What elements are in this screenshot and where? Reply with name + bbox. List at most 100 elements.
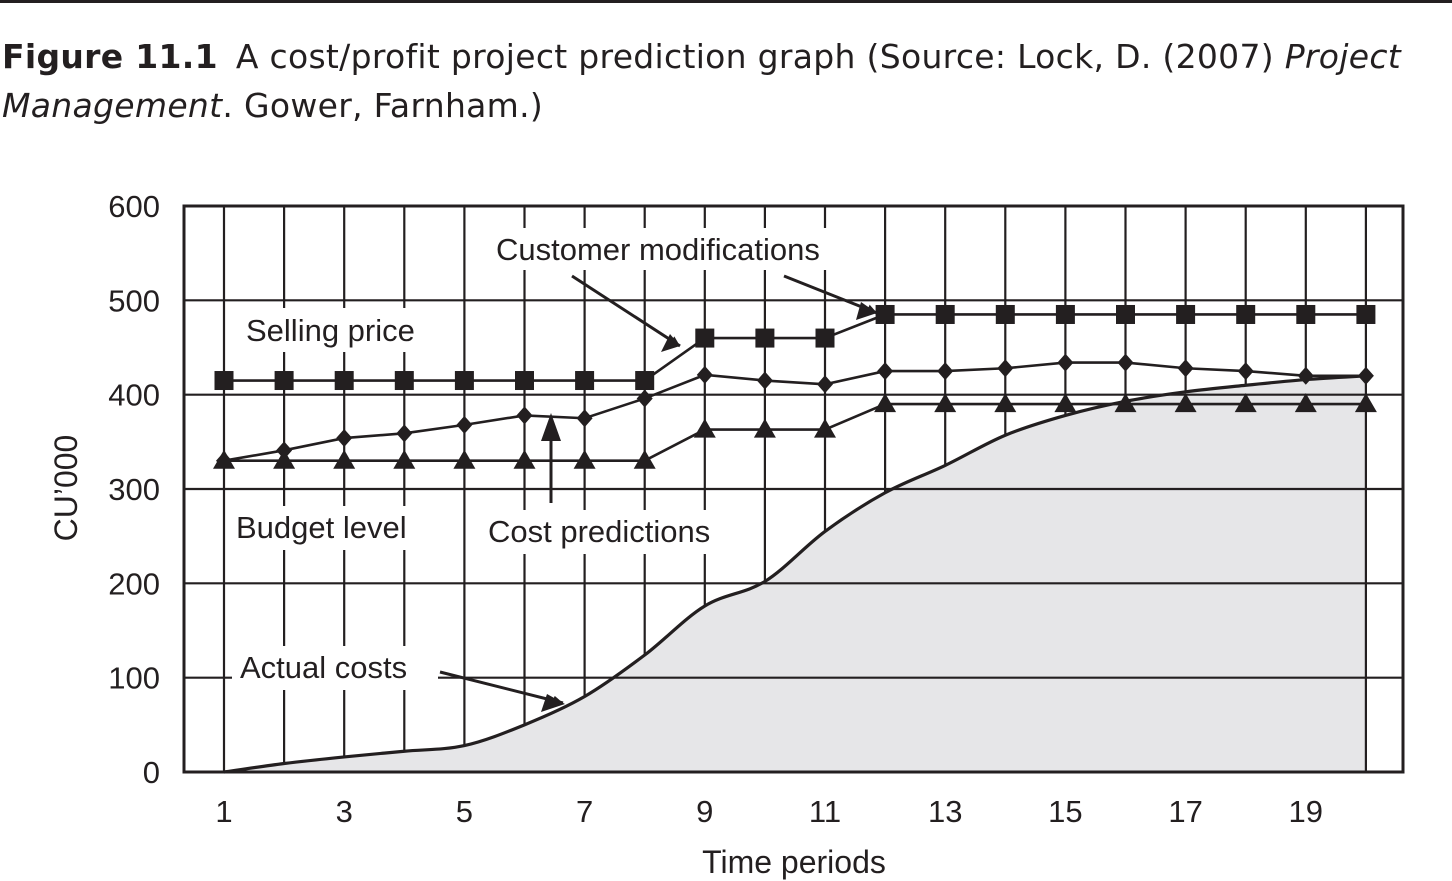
x-tick-label: 19	[1289, 794, 1323, 829]
annotation-cost-predictions: Cost predictions	[488, 514, 710, 549]
y-axis-label: CU’000	[48, 435, 84, 542]
caption-book-title: Project Management	[2, 37, 1402, 125]
selling-price-point	[1055, 304, 1075, 324]
budget-level-point	[1174, 393, 1197, 413]
y-tick-label: 300	[108, 472, 160, 507]
annotation-bg	[238, 308, 448, 352]
figure-caption: Figure 11.1 A cost/profit project predict…	[2, 32, 1432, 130]
plot-border	[182, 204, 1405, 774]
budget-level-point	[573, 449, 596, 469]
plot-frame	[182, 204, 1405, 774]
cost-predictions-point	[636, 389, 653, 408]
budget-level-point	[934, 393, 957, 413]
budget-level-point	[1234, 393, 1257, 413]
cost-predictions-line	[223, 361, 1366, 462]
cost-predictions-point	[1357, 366, 1374, 385]
figure-label: Figure 11.1	[2, 37, 218, 76]
budget-level-point	[1294, 393, 1317, 413]
annotation-customer-modifications: Customer modifications	[496, 232, 820, 267]
annotation-selling-price: Selling price	[246, 313, 415, 348]
annotation-bg	[232, 646, 438, 690]
selling-price-point	[1236, 304, 1256, 324]
arrowhead	[856, 302, 877, 320]
selling-price-point	[214, 371, 234, 391]
x-tick-label: 1	[215, 794, 232, 829]
top-rule	[0, 0, 1452, 3]
cost-predictions-point	[1297, 366, 1314, 385]
budget-level-point	[1354, 393, 1377, 413]
cost-predictions-point	[1057, 353, 1074, 372]
y-tick-label: 100	[108, 661, 160, 696]
selling-price-point	[815, 328, 835, 348]
x-axis-label: Time periods	[702, 844, 886, 880]
budget-level-point	[453, 449, 476, 469]
x-tick-label: 17	[1168, 794, 1202, 829]
cost-predictions-point	[997, 359, 1014, 378]
arrowhead	[661, 334, 680, 352]
selling-price-point	[695, 328, 715, 348]
cost-predictions-point	[1177, 359, 1194, 378]
horizontal-gridlines	[184, 299, 1403, 679]
cost-predictions-point	[576, 409, 593, 428]
annotation-actual-costs: Actual costs	[240, 650, 407, 685]
selling-price-point	[1296, 304, 1316, 324]
cost-predictions-point	[1117, 353, 1134, 372]
selling-price-point	[334, 371, 354, 391]
budget-level-line	[224, 402, 1366, 463]
x-tick-label: 13	[928, 794, 962, 829]
x-tick-label: 7	[576, 794, 593, 829]
budget-level-point	[874, 393, 897, 413]
selling-price-point	[575, 371, 595, 391]
budget-level-point	[273, 449, 296, 469]
cost-predictions-point	[396, 424, 413, 443]
x-tick-label: 11	[809, 794, 841, 829]
annotation-bg	[490, 228, 876, 270]
cost-predictions-point	[696, 365, 713, 384]
budget-level-point	[633, 449, 656, 469]
cost-predictions-point	[817, 375, 833, 394]
x-tick-label: 9	[696, 794, 713, 829]
selling-price-point	[935, 304, 955, 324]
budget-level-point	[513, 449, 536, 469]
budget-level-point	[1054, 393, 1077, 413]
cost-predictions-point	[937, 362, 954, 381]
budget-level-point	[213, 449, 235, 469]
cost-predictions-point	[336, 429, 353, 448]
x-tick-label: 15	[1048, 794, 1082, 829]
selling-price-point	[274, 371, 294, 391]
x-tick-label: 5	[456, 794, 473, 829]
budget-level-point	[994, 393, 1017, 413]
y-tick-label: 500	[108, 283, 160, 318]
caption-text: A cost/profit project prediction graph (…	[235, 37, 1285, 76]
selling-price-point	[875, 304, 895, 324]
arrow-to-actual-costs	[439, 670, 564, 706]
selling-price-point	[1116, 304, 1135, 324]
selling-price-point	[454, 371, 474, 391]
selling-price-point	[394, 371, 414, 391]
annotation-bg	[228, 506, 440, 550]
budget-level-point	[333, 449, 356, 469]
x-tick-label: 3	[336, 794, 353, 829]
y-tick-label: 0	[143, 755, 160, 790]
y-tick-label: 200	[108, 566, 160, 601]
budget-level-point	[693, 418, 716, 438]
arrow-to-first-modification	[571, 274, 681, 348]
budget-level-point	[393, 449, 416, 469]
cost-predictions-point	[456, 415, 473, 434]
annotation-backgrounds	[228, 228, 876, 690]
selling-price-point	[1356, 304, 1376, 324]
y-tick-label: 400	[108, 378, 160, 413]
budget-level-point	[1114, 393, 1137, 413]
cost-predictions-point	[1237, 362, 1254, 381]
series-lines	[213, 304, 1377, 470]
selling-price-point	[635, 371, 655, 391]
caption-text-end: . Gower, Farnham.)	[222, 86, 544, 125]
selling-price-point	[995, 304, 1015, 324]
selling-price-point	[1176, 304, 1196, 324]
arrowhead	[541, 413, 561, 441]
budget-level-point	[753, 418, 776, 438]
cost-predictions-point	[516, 406, 533, 425]
selling-price-point	[515, 371, 534, 391]
cost-predictions-point	[877, 362, 894, 381]
